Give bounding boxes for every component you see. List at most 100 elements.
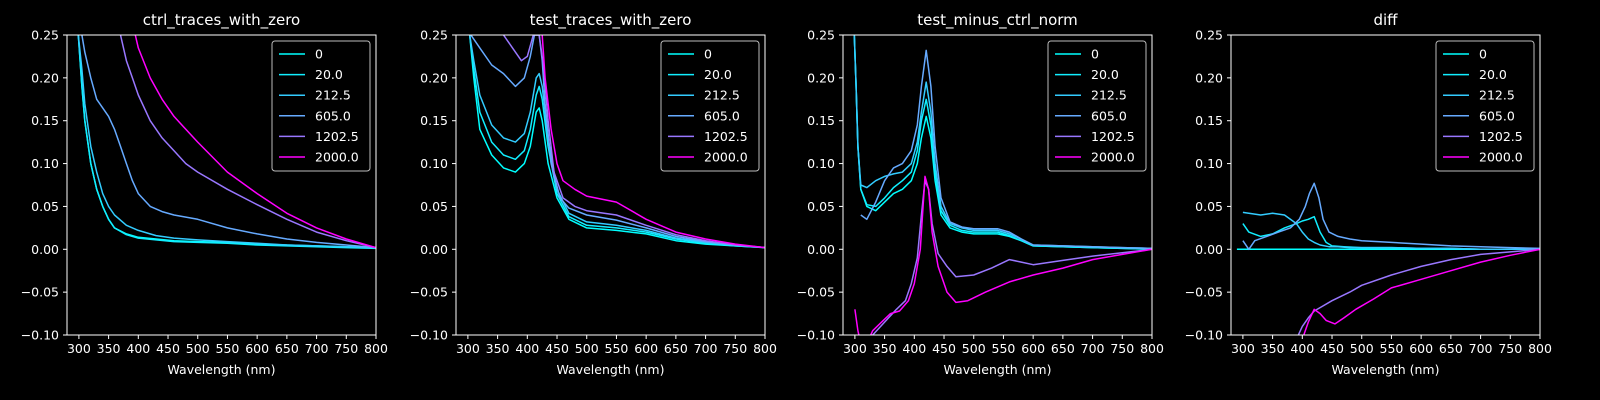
series-line-20.0 (468, 35, 765, 249)
y-tick-label: −0.10 (1185, 328, 1223, 343)
x-tick-label: 300 (456, 341, 480, 356)
legend-entry: 1202.5 (704, 129, 748, 144)
legend-entry: 212.5 (704, 88, 740, 103)
legend-frame (1047, 40, 1147, 172)
legend-entry: 0 (1091, 47, 1099, 62)
x-tick-label: 450 (932, 341, 956, 356)
y-tick-label: −0.05 (797, 285, 835, 300)
legend-entry: 1202.5 (315, 129, 359, 144)
y-tick-label: 0.20 (807, 70, 835, 85)
y-tick-label: −0.10 (797, 328, 835, 343)
y-tick-label: 0.05 (31, 199, 59, 214)
series-line-20.0 (1242, 215, 1540, 251)
series-line-1202.5 (119, 35, 376, 249)
x-tick-label: 300 (1231, 341, 1255, 356)
y-tick-label: 0.10 (1195, 156, 1223, 171)
legend: 0 20.0 212.5 605.0 1202.5 2000.0 (271, 40, 371, 172)
x-tick-label: 600 (1021, 341, 1045, 356)
legend-entry: 605.0 (1091, 108, 1127, 123)
x-axis-label: Wavelength (nm) (557, 362, 665, 377)
x-tick-label: 500 (186, 341, 210, 356)
x-tick-label: 700 (1081, 341, 1105, 356)
x-tick-label: 700 (305, 341, 329, 356)
x-tick-label: 500 (575, 341, 599, 356)
series-line-2000.0 (854, 175, 1152, 335)
legend-entry: 1202.5 (1091, 129, 1135, 144)
x-tick-label: 450 (545, 341, 569, 356)
x-tick-label: 650 (275, 341, 299, 356)
x-tick-label: 800 (753, 341, 777, 356)
x-tick-label: 800 (1140, 341, 1164, 356)
chart-title: ctrl_traces_with_zero (143, 11, 300, 30)
x-axis-label: Wavelength (nm) (1332, 362, 1440, 377)
legend-entry: 2000.0 (704, 150, 748, 165)
y-tick-label: −0.05 (1185, 285, 1223, 300)
x-tick-label: 500 (1350, 341, 1374, 356)
y-tick-label: −0.05 (21, 285, 59, 300)
legend-entry: 2000.0 (1091, 150, 1135, 165)
series-line-605.0 (470, 35, 765, 249)
series-line-20.0 (853, 35, 1152, 251)
legend-entry: 605.0 (315, 108, 351, 123)
series-line-1202.5 (502, 35, 765, 249)
y-tick-label: 0.25 (420, 28, 448, 43)
y-tick-label: −0.10 (21, 328, 59, 343)
x-tick-label: 300 (67, 341, 91, 356)
legend-entry: 20.0 (315, 67, 343, 82)
legend-entry: 2000.0 (1479, 150, 1523, 165)
x-tick-label: 700 (694, 341, 718, 356)
series-line-2000.0 (541, 35, 765, 249)
y-tick-label: 0.05 (1195, 199, 1223, 214)
series-line-20.0 (77, 35, 376, 250)
chart-panel-2: test_traces_with_zero 300 350 400 450 500 550 6… (410, 11, 777, 377)
x-tick-label: 550 (605, 341, 629, 356)
series-line-2000.0 (134, 35, 376, 249)
y-tick-label: 0.15 (1195, 113, 1223, 128)
x-tick-label: 350 (1261, 341, 1285, 356)
legend-entry: 0 (704, 47, 712, 62)
y-tick-label: 0.20 (1195, 70, 1223, 85)
series-line-605.0 (860, 49, 1152, 250)
x-tick-label: 750 (723, 341, 747, 356)
legend: 0 20.0 212.5 605.0 1202.5 2000.0 (660, 40, 760, 172)
y-tick-label: 0.15 (420, 113, 448, 128)
x-tick-label: 750 (1498, 341, 1522, 356)
x-tick-label: 450 (1320, 341, 1344, 356)
y-tick-label: 0.00 (1195, 242, 1223, 257)
legend-entry: 0 (1479, 47, 1487, 62)
x-tick-label: 750 (334, 341, 358, 356)
x-tick-label: 600 (1409, 341, 1433, 356)
x-tick-label: 700 (1469, 341, 1493, 356)
legend-entry: 212.5 (315, 88, 351, 103)
chart-panel-4: diff 300 350 400 450 500 550 600 650 700 750 800 −0.… (1185, 11, 1552, 377)
legend-entry: 605.0 (704, 108, 740, 123)
legend: 0 20.0 212.5 605.0 1202.5 2000.0 (1435, 40, 1535, 172)
y-tick-label: 0.10 (31, 156, 59, 171)
x-tick-label: 650 (1439, 341, 1463, 356)
y-tick-label: 0.20 (420, 70, 448, 85)
x-tick-label: 550 (1380, 341, 1404, 356)
chart-panel-1: ctrl_traces_with_zero 300 350 400 450 500 550 6… (21, 11, 388, 377)
y-tick-label: −0.10 (410, 328, 448, 343)
legend-entry: 20.0 (704, 67, 732, 82)
x-tick-label: 400 (126, 341, 150, 356)
series-line-212.5 (468, 35, 765, 249)
y-tick-label: 0.25 (31, 28, 59, 43)
y-tick-label: 0.20 (31, 70, 59, 85)
y-tick-label: 0.00 (420, 242, 448, 257)
x-tick-label: 800 (364, 341, 388, 356)
x-tick-label: 400 (515, 341, 539, 356)
legend: 0 20.0 212.5 605.0 1202.5 2000.0 (1047, 40, 1147, 172)
y-tick-label: 0.15 (31, 113, 59, 128)
x-tick-label: 350 (873, 341, 897, 356)
x-tick-label: 750 (1110, 341, 1134, 356)
series-line-605.0 (1242, 182, 1540, 251)
series-line-1202.5 (872, 179, 1152, 335)
series-line-1202.5 (1297, 248, 1540, 335)
chart-title: test_minus_ctrl_norm (917, 11, 1078, 30)
y-tick-label: −0.05 (410, 285, 448, 300)
series-line-605.0 (81, 35, 376, 249)
series-group (853, 35, 1152, 335)
y-tick-label: 0.10 (807, 156, 835, 171)
